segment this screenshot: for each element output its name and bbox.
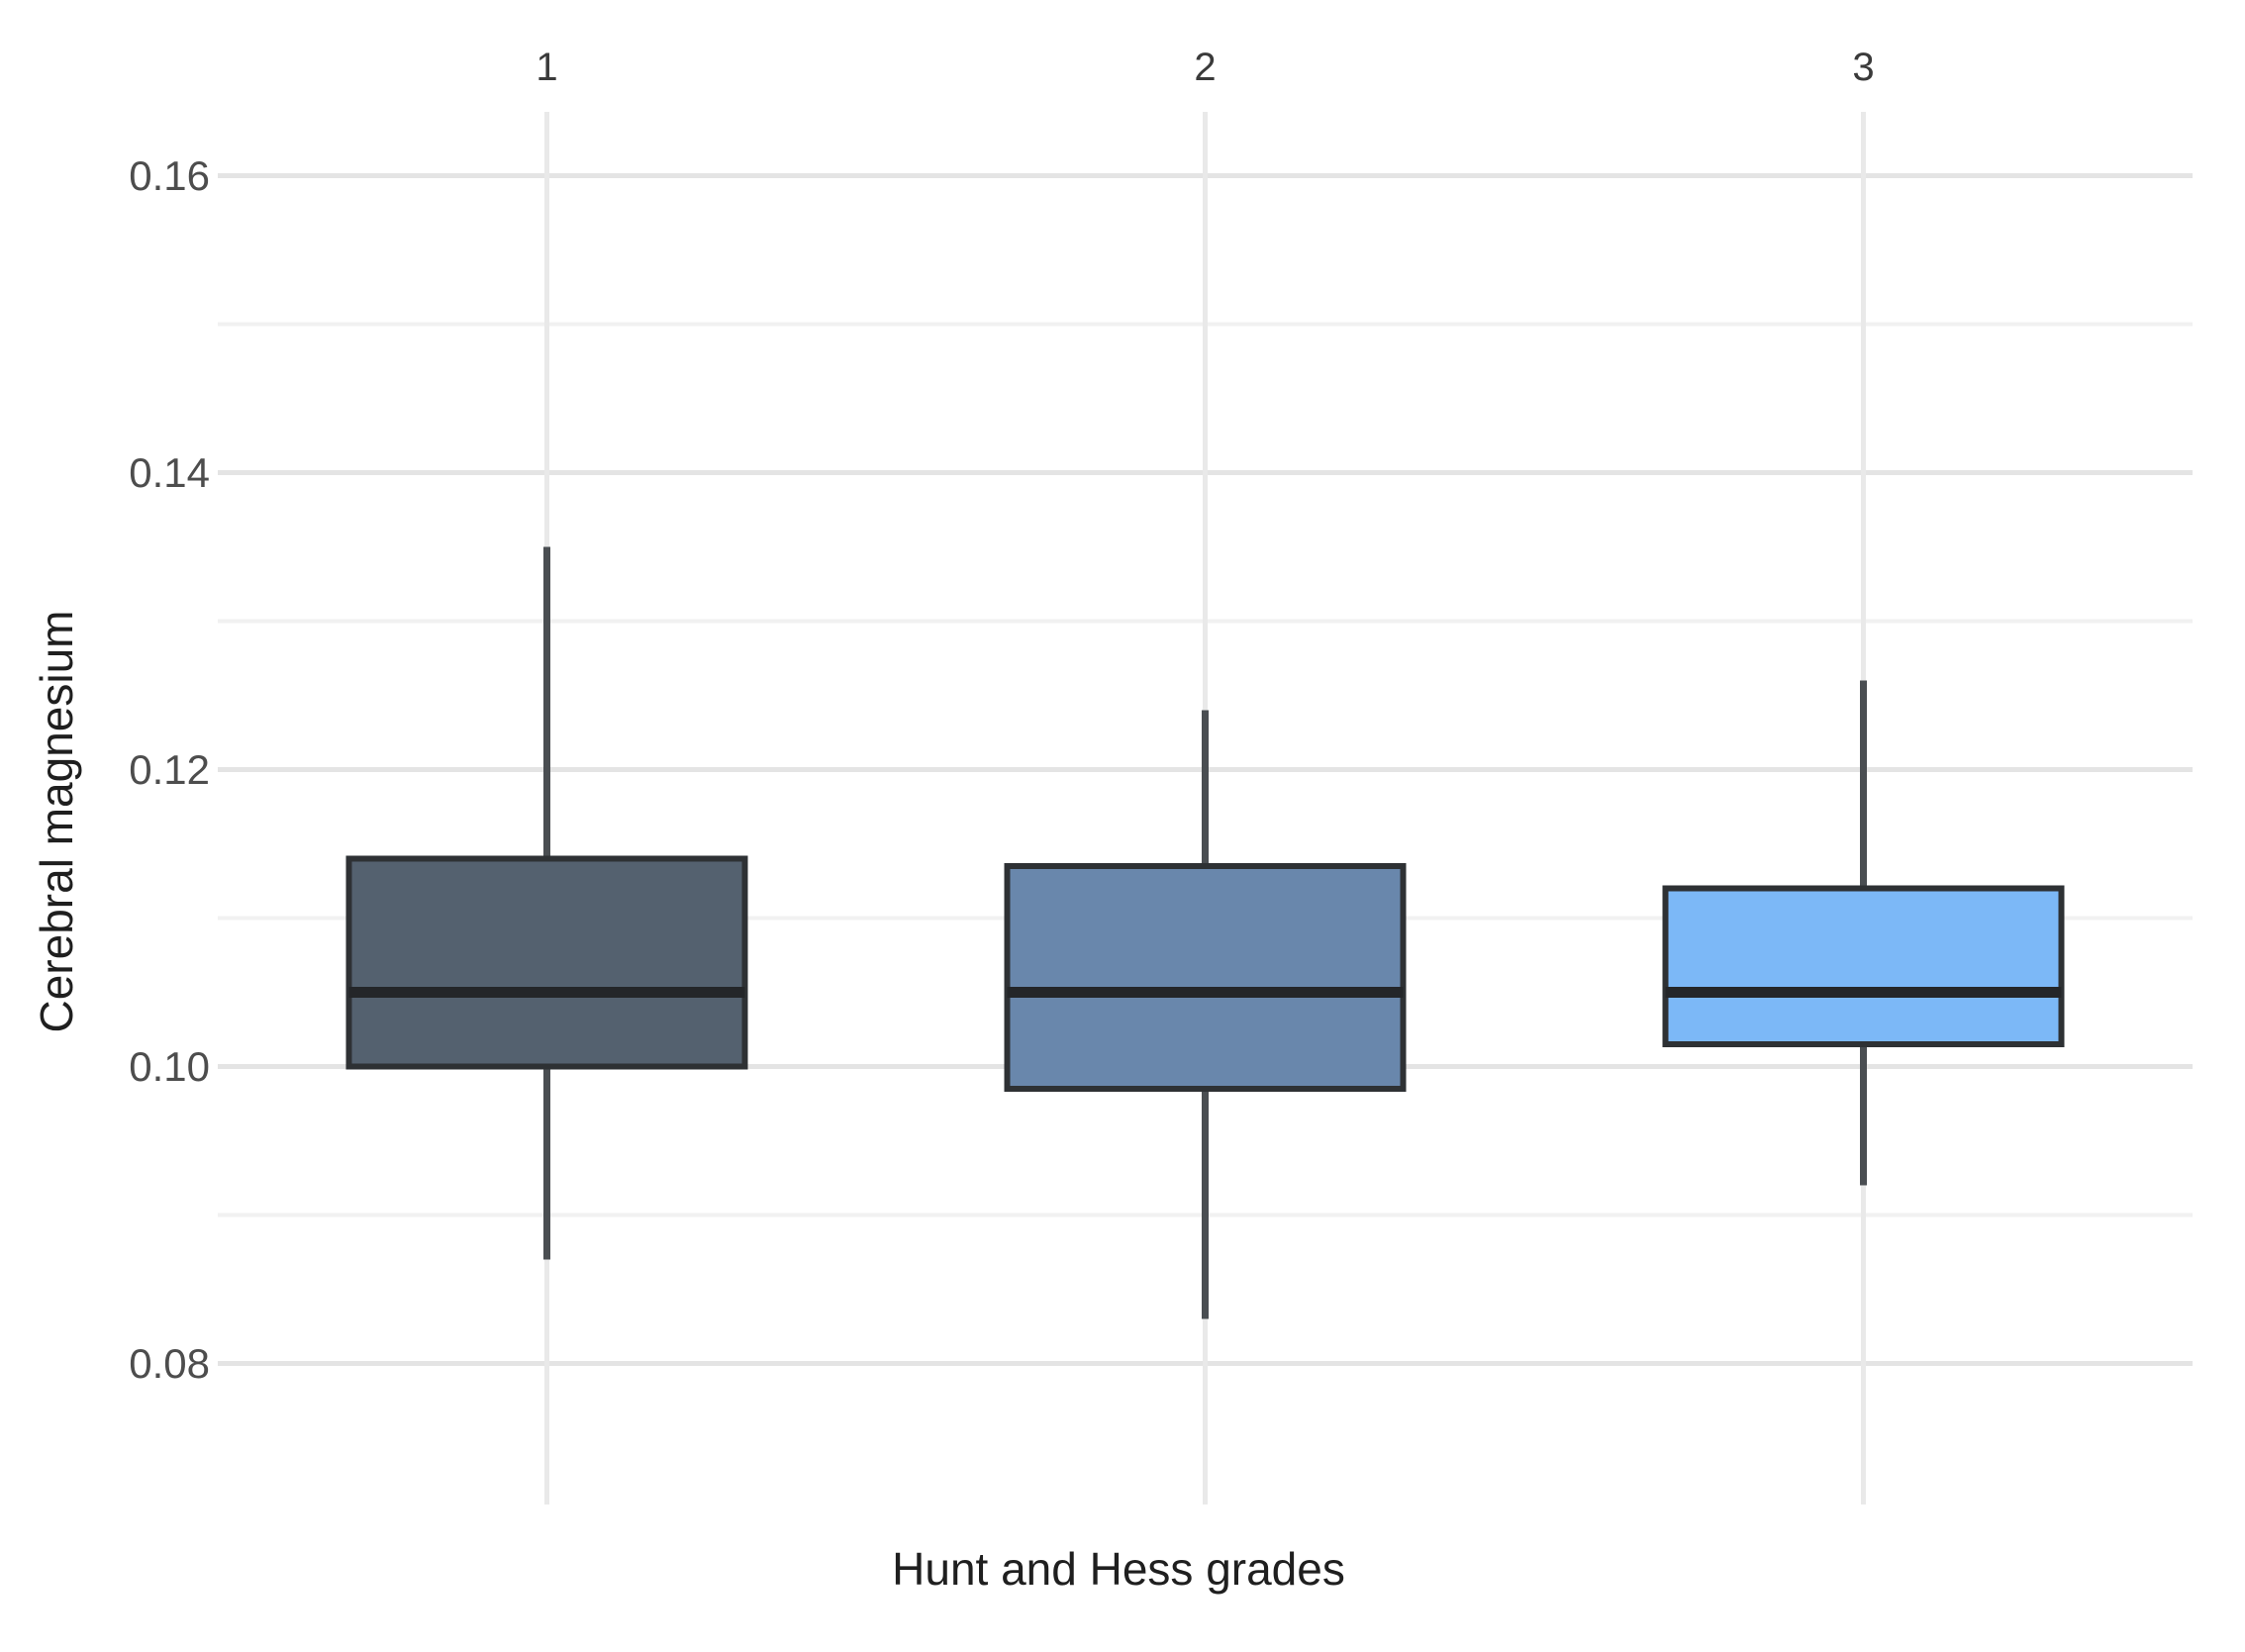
y-tick-label-0.14: 0.14 xyxy=(129,449,210,496)
x-axis-title: Hunt and Hess grades xyxy=(892,1543,1345,1595)
y-axis-title: Cerebral magnesium xyxy=(31,610,82,1033)
y-tick-label-0.10: 0.10 xyxy=(129,1043,210,1090)
box-grade-1 xyxy=(345,855,748,1070)
y-tick-label-0.12: 0.12 xyxy=(129,746,210,793)
x-category-label-3: 3 xyxy=(1852,46,1874,89)
x-category-label-2: 2 xyxy=(1194,46,1216,89)
y-tick-label-0.16: 0.16 xyxy=(129,152,210,199)
box-grade-2 xyxy=(1004,863,1407,1092)
x-category-label-1: 1 xyxy=(536,46,557,89)
y-tick-label-0.08: 0.08 xyxy=(129,1340,210,1387)
box-grade-3 xyxy=(1662,885,2065,1047)
